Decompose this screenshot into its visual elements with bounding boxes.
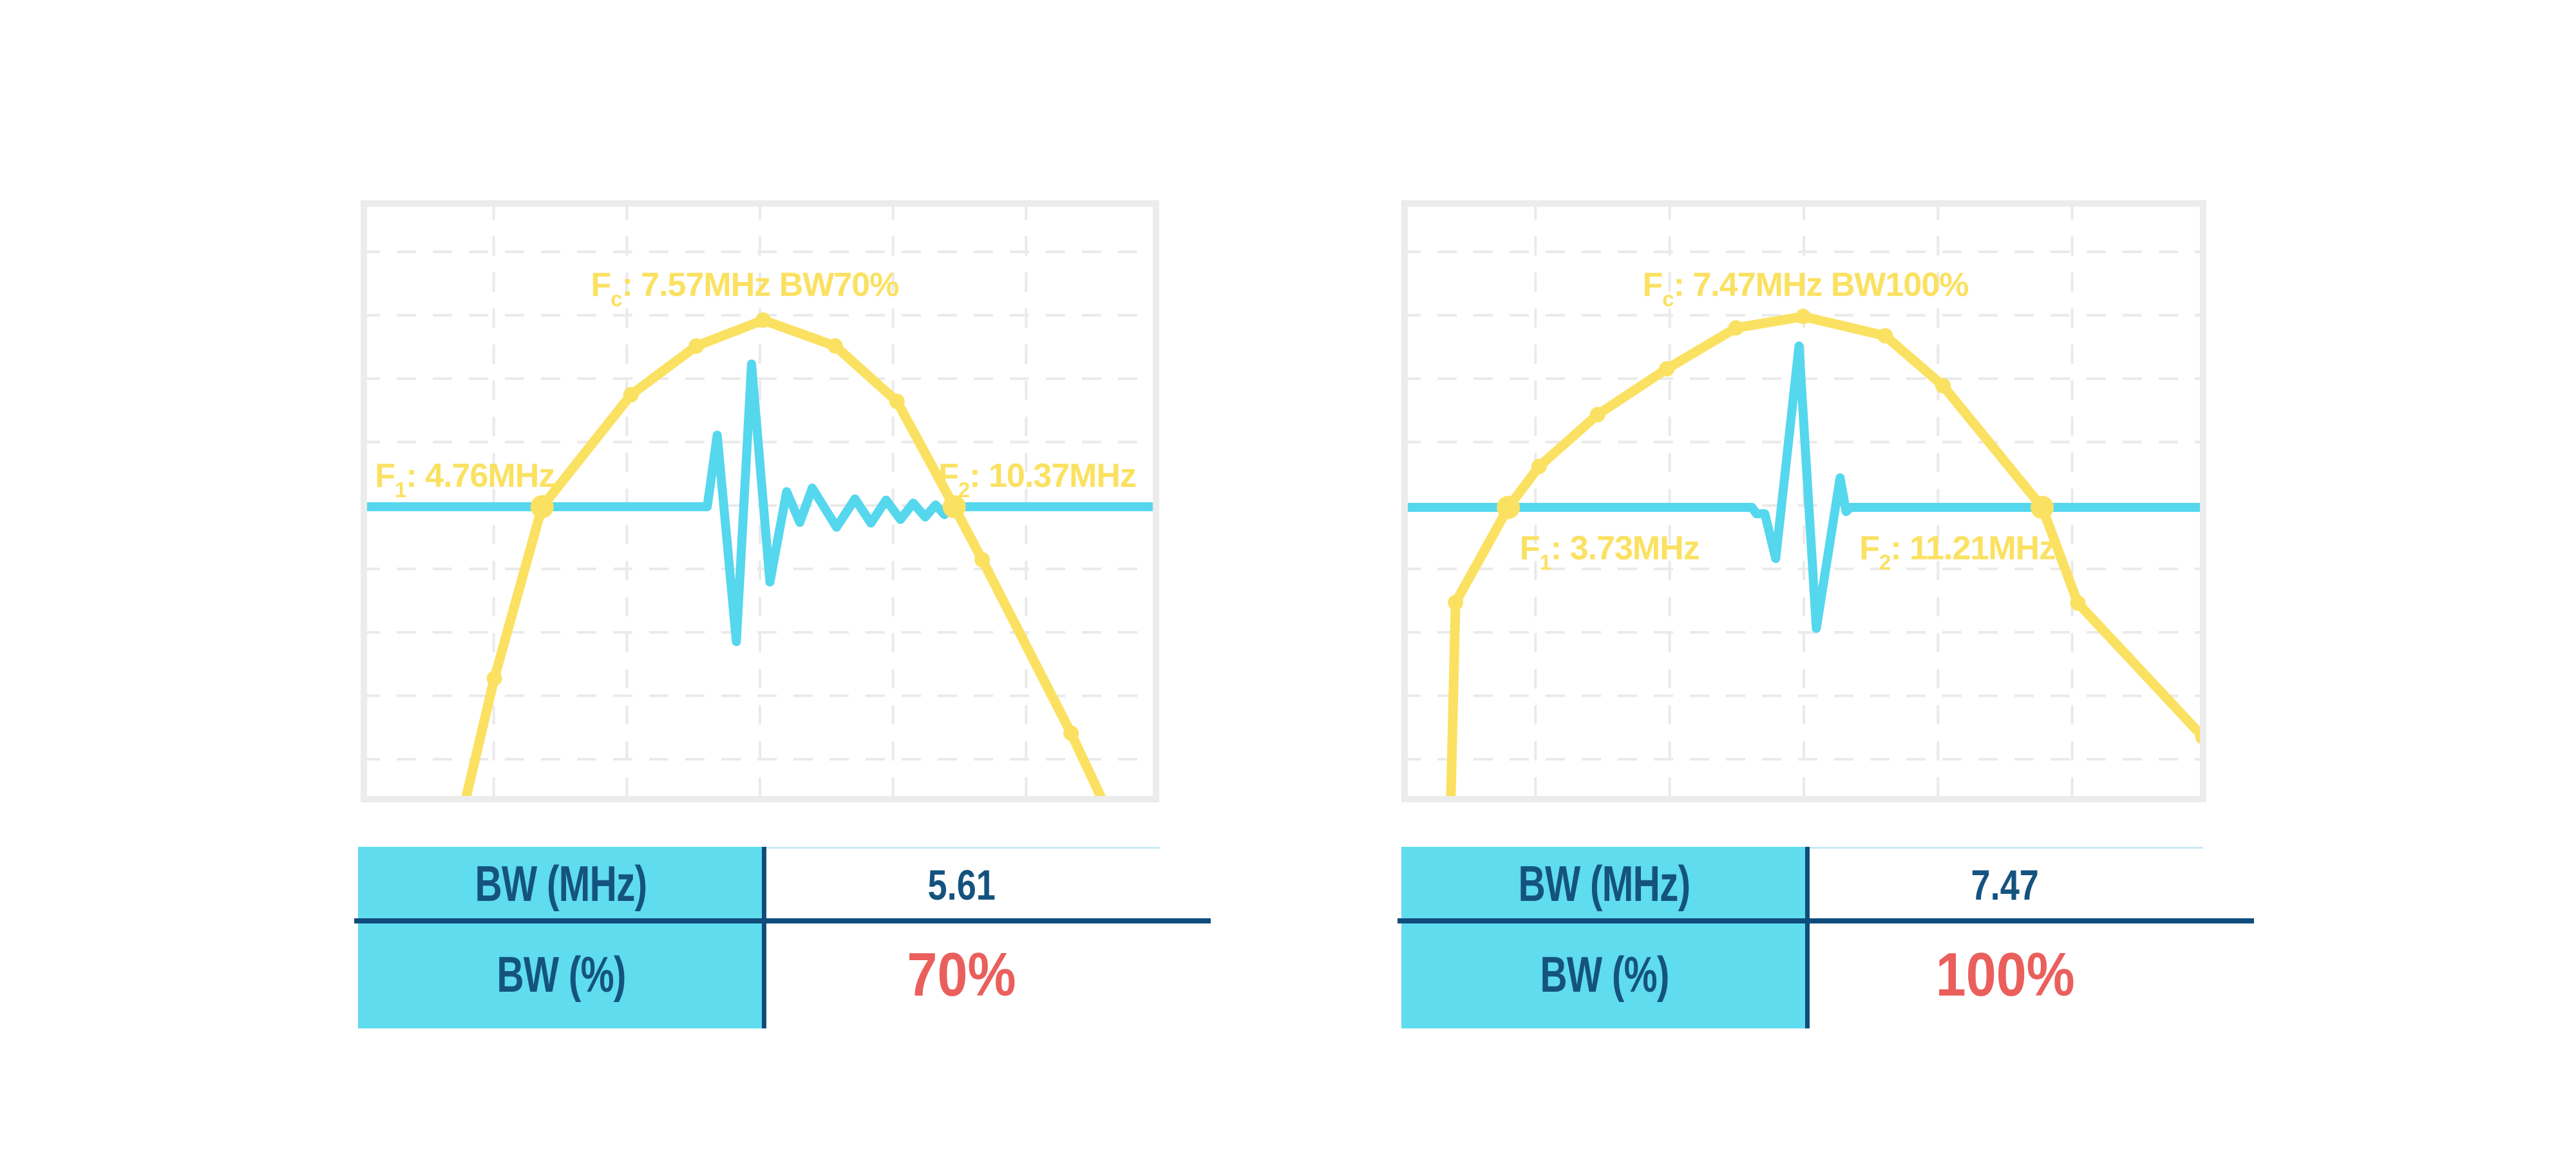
table-row: BW (%) 100% xyxy=(1401,921,2203,1028)
spectrum-point-marker xyxy=(2070,595,2086,611)
spectrum-point-marker xyxy=(1659,361,1675,377)
spectrum-chart-bw100: Fc: 7.47MHz BW100% F1: 3.73MHz F2: 11.21MH… xyxy=(1401,200,2206,802)
spectrum-point-marker xyxy=(1531,459,1547,475)
bandwidth-crossing-marker xyxy=(942,495,966,518)
bw-pct-label-cell: BW (%) xyxy=(358,921,764,1028)
spectrum-point-marker xyxy=(1877,328,1893,344)
bw-pct-value: 100% xyxy=(1935,940,2075,1009)
spectrum-point-marker xyxy=(1795,308,1811,325)
bw-pct-label: BW (%) xyxy=(1539,946,1669,1003)
spectrum-point-marker xyxy=(1063,725,1079,741)
bw-mhz-value-cell: 5.61 xyxy=(764,847,1160,921)
bw-mhz-label: BW (MHz) xyxy=(475,855,648,912)
bw-mhz-label-cell: BW (MHz) xyxy=(1401,847,1807,921)
pulse-waveform xyxy=(1401,341,2206,633)
spectrum-point-marker xyxy=(1935,378,1951,393)
bw-pct-value: 70% xyxy=(907,940,1017,1009)
spectrum-point-marker xyxy=(623,387,639,402)
spectrum-point-marker xyxy=(1728,320,1744,336)
bandwidth-crossing-marker xyxy=(2031,495,2054,519)
table-column-divider xyxy=(762,847,766,1028)
bw-mhz-label: BW (MHz) xyxy=(1518,855,1691,912)
spectrum-point-marker xyxy=(755,312,772,328)
bw-mhz-label-cell: BW (MHz) xyxy=(358,847,764,921)
spectrum-curve xyxy=(460,315,1109,802)
bw-table-left: BW (MHz) 5.61 BW (%) 70% xyxy=(354,847,1211,1028)
bandwidth-crossing-marker xyxy=(530,495,554,518)
f1-label: F1: 4.76MHz xyxy=(375,457,554,502)
spectrum-point-marker xyxy=(827,338,843,354)
bw-pct-label: BW (%) xyxy=(496,946,626,1003)
spectrum-point-marker xyxy=(688,338,705,354)
table-column-divider xyxy=(1805,847,1810,1028)
spectrum-point-marker xyxy=(889,393,905,410)
bw-mhz-value: 7.47 xyxy=(1971,861,2040,909)
bw-pct-label-cell: BW (%) xyxy=(1401,921,1807,1028)
fc-label: Fc: 7.57MHz BW70% xyxy=(591,267,898,311)
bandwidth-crossing-marker xyxy=(1497,495,1520,519)
spectrum-point-marker xyxy=(1589,406,1605,422)
spectrum-point-marker xyxy=(1448,594,1464,610)
f2-label: F2: 11.21MHz xyxy=(1859,529,2055,574)
f2-label: F2: 10.37MHz xyxy=(938,457,1136,502)
bw-pct-value-cell: 70% xyxy=(764,921,1160,1028)
bw-table-right: BW (MHz) 7.47 BW (%) 100% xyxy=(1397,847,2254,1028)
chart-frame xyxy=(1401,200,2206,802)
spectrum-point-marker xyxy=(974,552,990,568)
bw-pct-value-cell: 100% xyxy=(1807,921,2203,1028)
table-row-divider xyxy=(354,918,1211,923)
table-row: BW (MHz) 5.61 xyxy=(358,847,1160,921)
fc-label: Fc: 7.47MHz BW100% xyxy=(1642,267,1968,311)
bw-mhz-value-cell: 7.47 xyxy=(1807,847,2203,921)
table-row: BW (MHz) 7.47 xyxy=(1401,847,2203,921)
f1-label: F1: 3.73MHz xyxy=(1520,529,1700,574)
table-row: BW (%) 70% xyxy=(358,921,1160,1028)
bw-mhz-value: 5.61 xyxy=(927,861,996,909)
table-row-divider xyxy=(1397,918,2254,923)
chart-frame xyxy=(361,200,1159,802)
spectrum-point-marker xyxy=(486,670,502,686)
spectrum-chart-bw70: Fc: 7.57MHz BW70% F1: 4.76MHz F2: 10.37MHz xyxy=(361,200,1159,802)
pulse-waveform xyxy=(361,359,1159,647)
